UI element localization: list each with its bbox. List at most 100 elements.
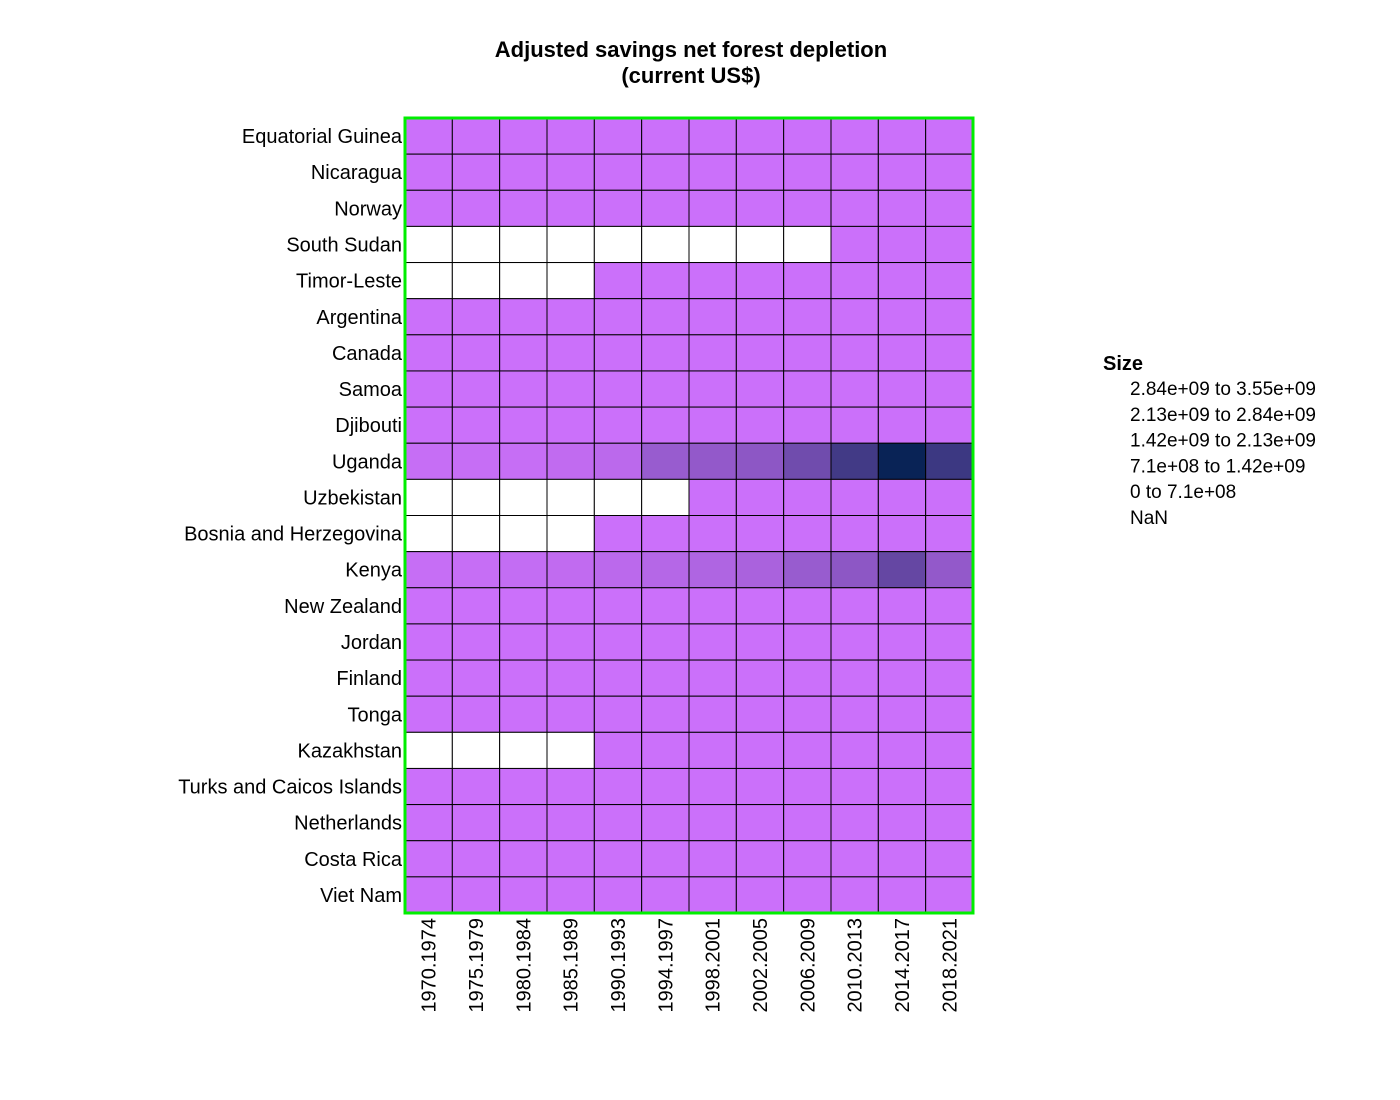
- heatmap-cell: [877, 153, 927, 191]
- heatmap-cell: [830, 840, 879, 878]
- heatmap-cell: [593, 623, 643, 661]
- heatmap-cell: [925, 370, 974, 408]
- heatmap-cell: [877, 695, 927, 733]
- heatmap-cell: [735, 478, 785, 516]
- heatmap-cell: [925, 876, 974, 914]
- heatmap-cell: [830, 876, 879, 914]
- heatmap-cell: [735, 515, 785, 553]
- heatmap-cell: [735, 370, 785, 408]
- heatmap-cell: [688, 695, 737, 733]
- heatmap-cell: [546, 334, 595, 372]
- heatmap-cell: [593, 515, 643, 553]
- heatmap-cell: [783, 153, 832, 191]
- heatmap-cell: [877, 767, 927, 806]
- row-label: Bosnia and Herzegovina: [184, 524, 403, 546]
- heatmap-cell: [688, 551, 737, 589]
- heatmap-cell: [688, 478, 737, 516]
- heatmap-cell: [499, 225, 548, 264]
- heatmap-cell: [499, 767, 548, 806]
- heatmap-cell: [451, 804, 501, 842]
- heatmap-cell: [593, 767, 643, 806]
- heatmap-cell: [783, 767, 832, 806]
- heatmap-cell: [925, 262, 974, 300]
- heatmap-cell: [451, 623, 501, 661]
- heatmap-cell: [451, 695, 501, 733]
- column-label: 1975.1979: [466, 918, 488, 1013]
- heatmap-cell: [499, 515, 548, 553]
- heatmap-cell: [451, 478, 501, 516]
- heatmap-cell: [783, 731, 832, 769]
- heatmap-cell: [641, 478, 690, 516]
- heatmap-cell: [641, 767, 690, 806]
- heatmap-cell: [451, 117, 501, 155]
- heatmap-cell: [593, 298, 643, 336]
- row-label: Samoa: [339, 379, 403, 401]
- heatmap-cell: [830, 406, 879, 444]
- legend-entry: 0 to 7.1e+08: [1130, 482, 1236, 503]
- heatmap-cell: [735, 225, 785, 264]
- heatmap-cell: [451, 551, 501, 589]
- heatmap-cell: [499, 478, 548, 516]
- heatmap-cell: [688, 442, 737, 480]
- heatmap-cell: [877, 189, 927, 227]
- heatmap-cell: [641, 731, 690, 769]
- heatmap-cell: [688, 804, 737, 842]
- heatmap-cell: [404, 659, 453, 697]
- heatmap-cell: [688, 876, 737, 914]
- heatmap-cell: [641, 370, 690, 408]
- heatmap-cell: [688, 840, 737, 878]
- legend-entry: NaN: [1130, 508, 1168, 529]
- heatmap-cell: [546, 442, 595, 480]
- heatmap-cell: [499, 876, 548, 914]
- heatmap-cell: [499, 587, 548, 625]
- heatmap-cell: [641, 442, 690, 480]
- heatmap-cell: [404, 117, 453, 155]
- heatmap-cell: [499, 334, 548, 372]
- heatmap-cell: [546, 298, 595, 336]
- heatmap-cell: [783, 804, 832, 842]
- heatmap-cell: [593, 551, 643, 589]
- heatmap-cell: [735, 587, 785, 625]
- heatmap-cell: [925, 153, 974, 191]
- column-label: 2010.2013: [845, 918, 867, 1013]
- heatmap-cell: [546, 117, 595, 155]
- heatmap-cell: [546, 153, 595, 191]
- heatmap-cell: [735, 189, 785, 227]
- heatmap-cell: [404, 406, 453, 444]
- heatmap-cell: [877, 298, 927, 336]
- heatmap-cell: [783, 442, 832, 480]
- heatmap-cell: [546, 478, 595, 516]
- column-label: 1970.1974: [419, 918, 441, 1013]
- heatmap-cell: [783, 334, 832, 372]
- heatmap-cell: [404, 334, 453, 372]
- heatmap-cell: [925, 695, 974, 733]
- heatmap-cell: [830, 695, 879, 733]
- row-label: Argentina: [316, 307, 402, 329]
- heatmap-cell: [404, 551, 453, 589]
- heatmap-cell: [404, 731, 453, 769]
- heatmap-cell: [735, 406, 785, 444]
- heatmap-cell: [404, 262, 453, 300]
- row-label: Norway: [334, 198, 402, 220]
- heatmap-cell: [877, 587, 927, 625]
- heatmap-cell: [593, 804, 643, 842]
- heatmap-cell: [641, 334, 690, 372]
- heatmap-cell: [877, 334, 927, 372]
- heatmap-cell: [877, 623, 927, 661]
- heatmap-cell: [451, 189, 501, 227]
- heatmap-cell: [404, 370, 453, 408]
- heatmap-cell: [688, 262, 737, 300]
- heatmap-cell: [688, 189, 737, 227]
- heatmap-cell: [925, 189, 974, 227]
- heatmap-cell: [546, 731, 595, 769]
- heatmap-cell: [404, 189, 453, 227]
- heatmap-cell: [404, 840, 453, 878]
- row-label: Djibouti: [335, 415, 402, 437]
- heatmap-cell: [404, 442, 453, 480]
- heatmap-cell: [688, 731, 737, 769]
- heatmap-cell: [688, 117, 737, 155]
- heatmap-cell: [641, 876, 690, 914]
- column-label: 1998.2001: [703, 918, 725, 1013]
- heatmap-cell: [404, 623, 453, 661]
- heatmap-cell: [925, 804, 974, 842]
